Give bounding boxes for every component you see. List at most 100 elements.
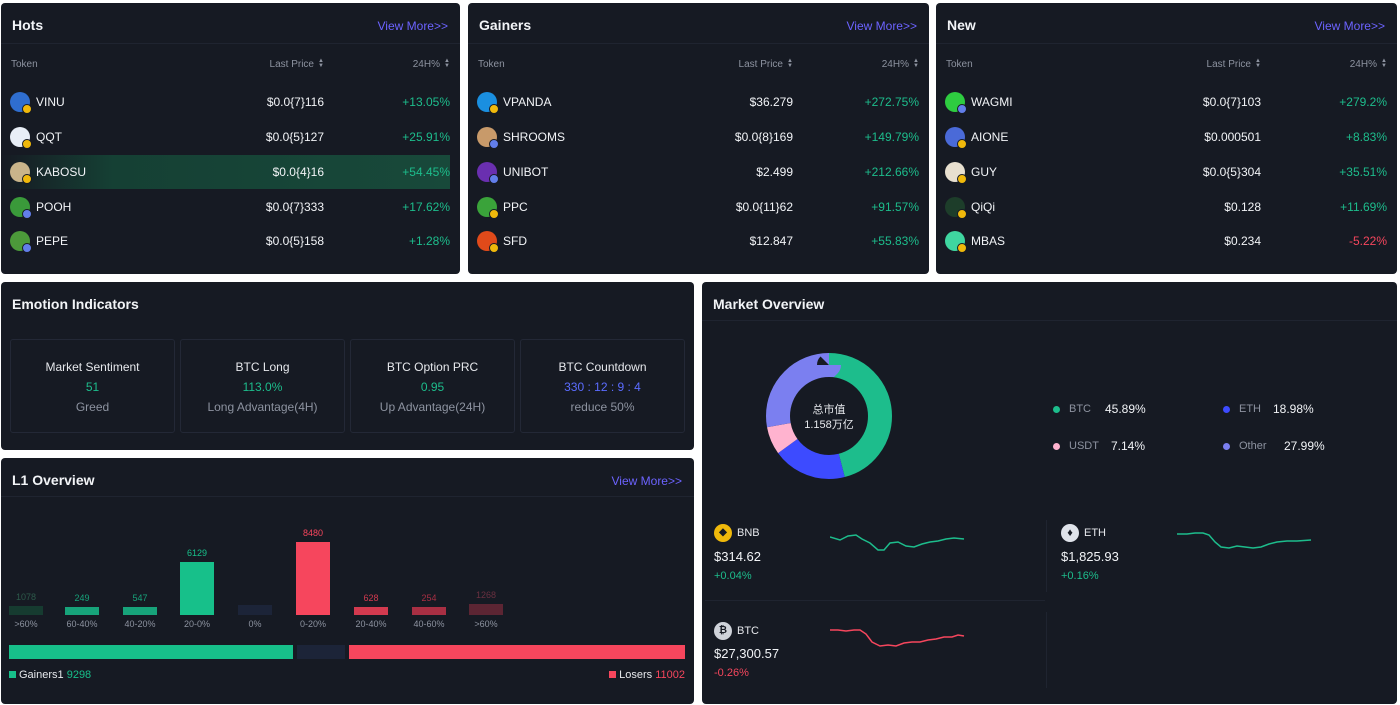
btc-countdown-sub: reduce 50% bbox=[570, 400, 635, 414]
hots-title: Hots bbox=[12, 17, 44, 33]
token-row[interactable]: UNIBOT $2.499 +212.66% bbox=[468, 155, 919, 189]
bar-category-label: >60% bbox=[14, 619, 38, 629]
hots-divider bbox=[1, 43, 460, 44]
token-change: +212.66% bbox=[864, 165, 919, 179]
token-change: +1.28% bbox=[408, 234, 450, 248]
token-row[interactable]: QQT $0.0{5}127 +25.91% bbox=[1, 120, 450, 154]
token-row[interactable]: VINU $0.0{7}116 +13.05% bbox=[1, 85, 450, 119]
bnb-icon: ◆ bbox=[714, 524, 732, 542]
change-header-label: 24H% bbox=[1349, 59, 1377, 70]
change-column-header[interactable]: 24H% ▲ ▼ bbox=[1349, 58, 1387, 70]
chart-bar bbox=[354, 607, 388, 615]
losers-ratio-segment bbox=[349, 645, 685, 659]
token-price: $0.0{7}333 bbox=[265, 200, 324, 214]
gainers-title: Gainers bbox=[479, 17, 532, 33]
gainers-view-more-link[interactable]: View More>> bbox=[846, 19, 917, 33]
token-row[interactable]: SHROOMS $0.0{8}169 +149.79% bbox=[468, 120, 919, 154]
eth-change: +0.16% bbox=[1061, 570, 1099, 582]
eth-chain-badge-icon bbox=[957, 104, 967, 114]
bar-category-label: 0-20% bbox=[299, 619, 326, 629]
bar-category-label: 20-40% bbox=[355, 619, 387, 629]
token-price: $0.0{11}62 bbox=[735, 200, 793, 214]
change-header-label: 24H% bbox=[881, 59, 909, 70]
donut-slice-other bbox=[766, 353, 892, 479]
losers-legend-label: Losers bbox=[619, 669, 653, 681]
bnb-chain-badge-icon bbox=[489, 209, 499, 219]
btc-symbol: BTC bbox=[737, 625, 759, 637]
chart-bar bbox=[469, 604, 503, 615]
token-price: $0.0{7}116 bbox=[266, 95, 324, 109]
token-row[interactable]: MBAS $0.234 -5.22% bbox=[936, 224, 1387, 258]
coin-divider-vertical-2 bbox=[1046, 612, 1047, 688]
new-divider bbox=[936, 43, 1397, 44]
token-row[interactable]: VPANDA $36.279 +272.75% bbox=[468, 85, 919, 119]
change-column-header[interactable]: 24H% ▲ ▼ bbox=[412, 58, 450, 70]
token-change: +54.45% bbox=[402, 165, 450, 179]
token-row[interactable]: GUY $0.0{5}304 +35.51% bbox=[936, 155, 1387, 189]
gainers-table-header: Token Last Price ▲ ▼ 24H% ▲ ▼ bbox=[478, 58, 919, 73]
last-price-column-header[interactable]: Last Price ▲ ▼ bbox=[270, 58, 324, 70]
l1-view-more-link[interactable]: View More>> bbox=[611, 474, 682, 488]
token-change: +11.69% bbox=[1340, 200, 1387, 214]
token-row[interactable]: AIONE $0.000501 +8.83% bbox=[936, 120, 1387, 154]
token-row[interactable]: KABOSU $0.0{4}16 +54.45% bbox=[1, 155, 450, 189]
bar-value-label: 547 bbox=[132, 593, 148, 603]
change-column-header[interactable]: 24H% ▲ ▼ bbox=[881, 58, 919, 70]
token-row[interactable]: PEPE $0.0{5}158 +1.28% bbox=[1, 224, 450, 258]
token-change: +149.79% bbox=[864, 130, 919, 144]
legend-usdt-dot bbox=[1053, 443, 1060, 450]
token-row[interactable]: PPC $0.0{11}62 +91.57% bbox=[468, 190, 919, 224]
bnb-chain-badge-icon bbox=[22, 174, 32, 184]
legend-other-name: Other bbox=[1239, 440, 1267, 452]
sort-icon[interactable]: ▲ ▼ bbox=[318, 58, 324, 70]
bnb-chain-badge-icon bbox=[22, 139, 32, 149]
chart-bar bbox=[180, 562, 214, 615]
bar-value-label: 1078 bbox=[15, 592, 37, 602]
bar-value-label: 8480 bbox=[302, 528, 324, 538]
token-change: +17.62% bbox=[402, 200, 450, 214]
token-row[interactable]: QiQi $0.128 +11.69% bbox=[936, 190, 1387, 224]
market-overview-title: Market Overview bbox=[713, 296, 825, 312]
token-name: QiQi bbox=[971, 200, 995, 214]
new-table-header: Token Last Price ▲ ▼ 24H% ▲ ▼ bbox=[946, 58, 1387, 73]
bnb-price: $314.62 bbox=[714, 549, 761, 564]
new-view-more-link[interactable]: View More>> bbox=[1314, 19, 1385, 33]
token-row[interactable]: POOH $0.0{7}333 +17.62% bbox=[1, 190, 450, 224]
chart-bar bbox=[296, 542, 330, 615]
sort-icon[interactable]: ▲ ▼ bbox=[444, 58, 450, 70]
market-sentiment-card: Market Sentiment 51 Greed bbox=[10, 339, 175, 433]
bar-value-label: 6129 bbox=[186, 548, 208, 558]
sort-icon[interactable]: ▲ ▼ bbox=[1255, 58, 1261, 70]
sort-icon[interactable]: ▲ ▼ bbox=[787, 58, 793, 70]
btc-long-label: BTC Long bbox=[235, 360, 290, 374]
last-price-column-header[interactable]: Last Price ▲ ▼ bbox=[1206, 58, 1261, 70]
sort-icon[interactable]: ▲ ▼ bbox=[1381, 58, 1387, 70]
token-name: PPC bbox=[503, 200, 528, 214]
token-name: UNIBOT bbox=[503, 165, 549, 179]
token-change: +272.75% bbox=[864, 95, 919, 109]
bar-value-label: 1268 bbox=[475, 590, 497, 600]
hots-view-more-link[interactable]: View More>> bbox=[377, 19, 448, 33]
chart-bar bbox=[123, 607, 157, 615]
hots-panel: Hots View More>> Token Last Price ▲ ▼ 24H%… bbox=[1, 3, 460, 274]
btc-countdown-value: 330 : 12 : 9 : 4 bbox=[564, 380, 641, 394]
emotion-indicators-panel: Emotion Indicators Market Sentiment 51 G… bbox=[1, 282, 694, 450]
change-header-label: 24H% bbox=[412, 59, 440, 70]
token-price: $0.0{5}304 bbox=[1202, 165, 1261, 179]
last-price-header-label: Last Price bbox=[1206, 59, 1251, 70]
token-row[interactable]: SFD $12.847 +55.83% bbox=[468, 224, 919, 258]
btc-countdown-label: BTC Countdown bbox=[558, 360, 647, 374]
btc-option-prc-label: BTC Option PRC bbox=[386, 360, 479, 374]
neutral-ratio-segment bbox=[297, 645, 345, 659]
token-row[interactable]: WAGMI $0.0{7}103 +279.2% bbox=[936, 85, 1387, 119]
bar-value-label: 249 bbox=[74, 593, 90, 603]
bnb-chain-badge-icon bbox=[22, 104, 32, 114]
legend-btc-dot bbox=[1053, 406, 1060, 413]
market-overview-panel: Market Overview bbox=[702, 282, 1397, 704]
legend-other-value: 27.99% bbox=[1284, 439, 1325, 453]
token-price: $0.0{5}127 bbox=[265, 130, 324, 144]
eth-symbol: ETH bbox=[1084, 527, 1106, 539]
last-price-column-header[interactable]: Last Price ▲ ▼ bbox=[739, 58, 793, 70]
sort-icon[interactable]: ▲ ▼ bbox=[913, 58, 919, 70]
token-name: AIONE bbox=[971, 130, 1009, 144]
